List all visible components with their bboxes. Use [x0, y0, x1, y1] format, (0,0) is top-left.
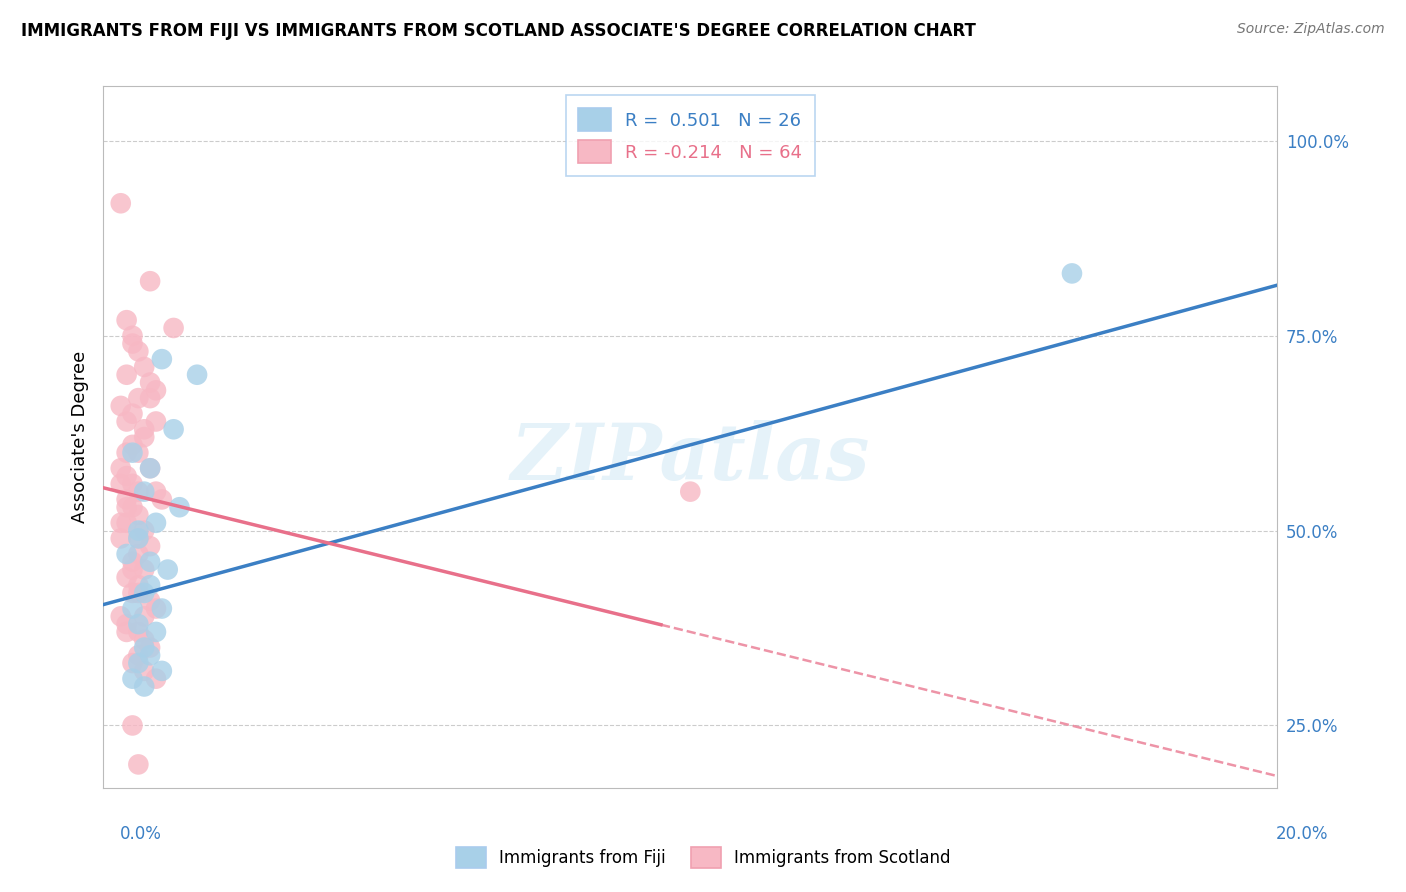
Point — [145, 516, 167, 530]
Point — [110, 399, 132, 413]
Point — [115, 313, 138, 327]
Point — [139, 578, 162, 592]
Point — [139, 376, 162, 390]
Point — [139, 539, 162, 553]
Point — [150, 601, 173, 615]
Point — [134, 640, 156, 655]
Point — [115, 570, 138, 584]
Point — [139, 461, 162, 475]
Point — [121, 672, 143, 686]
Point — [127, 656, 149, 670]
Point — [150, 492, 173, 507]
Point — [121, 718, 143, 732]
Point — [121, 476, 143, 491]
Point — [162, 321, 184, 335]
Text: 20.0%: 20.0% — [1277, 825, 1329, 843]
Point — [156, 563, 179, 577]
Point — [115, 624, 138, 639]
Point — [121, 601, 143, 615]
Point — [139, 391, 162, 405]
Point — [679, 484, 702, 499]
Point — [127, 391, 149, 405]
Point — [145, 624, 167, 639]
Point — [127, 508, 149, 522]
Point — [134, 484, 156, 499]
Text: ZIPatlas: ZIPatlas — [510, 420, 870, 496]
Point — [145, 415, 167, 429]
Point — [110, 609, 132, 624]
Point — [145, 384, 167, 398]
Point — [115, 547, 138, 561]
Point — [127, 617, 149, 632]
Point — [150, 664, 173, 678]
Point — [127, 648, 149, 663]
Point — [134, 359, 156, 374]
Point — [121, 445, 143, 459]
Point — [139, 593, 162, 607]
Point — [169, 500, 191, 515]
Point — [139, 555, 162, 569]
Point — [115, 445, 138, 459]
Point — [127, 524, 149, 538]
Text: 0.0%: 0.0% — [120, 825, 162, 843]
Point — [115, 516, 138, 530]
Text: Source: ZipAtlas.com: Source: ZipAtlas.com — [1237, 22, 1385, 37]
Point — [145, 601, 167, 615]
Point — [139, 640, 162, 655]
Point — [127, 586, 149, 600]
Point — [134, 422, 156, 436]
Point — [115, 368, 138, 382]
Point — [110, 476, 132, 491]
Text: IMMIGRANTS FROM FIJI VS IMMIGRANTS FROM SCOTLAND ASSOCIATE'S DEGREE CORRELATION : IMMIGRANTS FROM FIJI VS IMMIGRANTS FROM … — [21, 22, 976, 40]
Point — [121, 555, 143, 569]
Point — [127, 547, 149, 561]
Point — [139, 461, 162, 475]
Point — [134, 563, 156, 577]
Point — [127, 344, 149, 359]
Point — [145, 672, 167, 686]
Point — [115, 492, 138, 507]
Point — [134, 664, 156, 678]
Point — [134, 430, 156, 444]
Point — [121, 500, 143, 515]
Point — [110, 516, 132, 530]
Point — [134, 586, 156, 600]
Point — [121, 656, 143, 670]
Point — [121, 438, 143, 452]
Point — [134, 609, 156, 624]
Point — [121, 563, 143, 577]
Point — [115, 469, 138, 483]
Legend: R =  0.501   N = 26, R = -0.214   N = 64: R = 0.501 N = 26, R = -0.214 N = 64 — [565, 95, 815, 176]
Point — [139, 648, 162, 663]
Point — [150, 352, 173, 367]
Point — [121, 336, 143, 351]
Legend: Immigrants from Fiji, Immigrants from Scotland: Immigrants from Fiji, Immigrants from Sc… — [449, 840, 957, 875]
Point — [134, 632, 156, 647]
Point — [139, 274, 162, 288]
Point — [186, 368, 208, 382]
Point — [127, 757, 149, 772]
Point — [1060, 267, 1083, 281]
Point — [127, 532, 149, 546]
Point — [115, 500, 138, 515]
Point — [121, 407, 143, 421]
Point — [127, 484, 149, 499]
Y-axis label: Associate's Degree: Associate's Degree — [72, 351, 89, 524]
Point — [145, 484, 167, 499]
Point — [127, 624, 149, 639]
Point — [134, 524, 156, 538]
Point — [127, 445, 149, 459]
Point — [121, 328, 143, 343]
Point — [134, 680, 156, 694]
Point — [121, 586, 143, 600]
Point — [115, 415, 138, 429]
Point — [115, 617, 138, 632]
Point — [110, 196, 132, 211]
Point — [110, 461, 132, 475]
Point — [162, 422, 184, 436]
Point — [127, 578, 149, 592]
Point — [127, 532, 149, 546]
Point — [110, 532, 132, 546]
